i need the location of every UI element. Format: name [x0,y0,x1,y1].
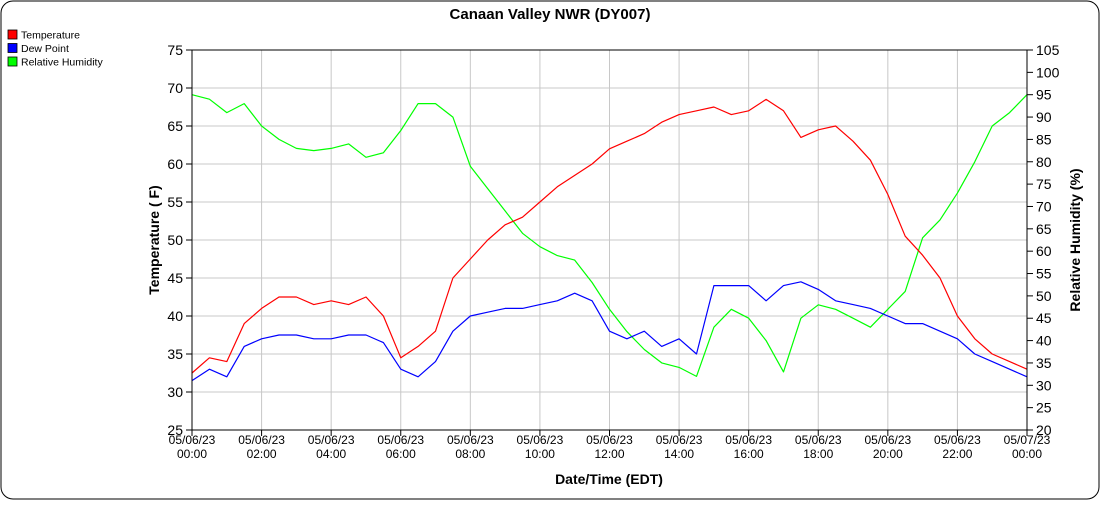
y-tick-label: 25 [167,422,183,438]
y-tick-label: 35 [167,346,183,362]
x-tick-time: 14:00 [664,447,694,461]
legend-swatch-1 [7,43,18,53]
x-tick-time: 20:00 [873,447,903,461]
x-axis-label: Date/Time (EDT) [555,471,663,487]
x-tick-time: 16:00 [734,447,764,461]
x-tick-date: 05/06/23 [725,433,772,447]
chart-title: Canaan Valley NWR (DY007) [450,6,651,23]
y2-tick-label: 60 [1036,243,1052,259]
y-tick-label: 75 [167,42,183,58]
y2-tick-label: 20 [1036,422,1052,438]
legend-swatch-2 [7,56,18,67]
plot-frame [191,49,1028,431]
x-tick-date: 05/06/23 [934,433,981,447]
x-tick-date: 05/06/23 [238,433,285,447]
x-tick-time: 18:00 [803,447,833,461]
y-tick-label: 30 [167,384,183,400]
y2-tick-label: 70 [1036,198,1052,214]
y2-tick-label: 75 [1036,176,1052,192]
y2-tick-label: 80 [1036,154,1052,170]
legend-label-0: Temperature [21,30,80,42]
x-tick-date: 05/06/23 [517,433,564,447]
y-tick-label: 55 [167,194,183,210]
y2-tick-label: 90 [1036,109,1052,125]
legend-swatch-0 [7,29,18,40]
legend-label-2: Relative Humidity [21,57,103,69]
y2-tick-label: 55 [1036,266,1052,282]
y-tick-label: 70 [167,80,183,96]
y-axis-label: Temperature ( F) [146,185,162,294]
legend-label-1: Dew Point [21,43,69,55]
y-tick-label: 45 [167,270,183,286]
y2-tick-label: 35 [1036,355,1052,371]
y-tick-label: 65 [167,118,183,134]
x-tick-time: 12:00 [594,447,624,461]
y2-tick-label: 30 [1036,377,1052,393]
series-layer [191,94,1028,382]
y2-tick-label: 65 [1036,221,1052,237]
y2-tick-label: 45 [1036,310,1052,326]
axes: 25 30 35 40 45 50 55 60 65 70 75 20 25 30 35 40 45 50 55 60… [167,42,1059,461]
x-tick-date: 05/06/23 [169,433,216,447]
y2-axis-label: Relative Humidity (%) [1067,168,1083,311]
y-tick-label: 60 [167,156,183,172]
y-tick-label: 50 [167,232,183,248]
x-tick-time: 04:00 [316,447,346,461]
y2-tick-label: 95 [1036,87,1052,103]
x-tick-time: 02:00 [247,447,277,461]
y-tick-label: 40 [167,308,183,324]
y2-tick-label: 105 [1036,42,1060,58]
y2-tick-label: 100 [1036,64,1060,80]
x-tick-time: 08:00 [455,447,485,461]
series-line-temperature [191,98,1028,374]
series-line-relative-humidity [191,94,1028,377]
x-tick-date: 05/07/23 [1004,433,1051,447]
x-tick-date: 05/06/23 [447,433,494,447]
y2-tick-label: 50 [1036,288,1052,304]
x-tick-time: 22:00 [942,447,972,461]
x-tick-time: 00:00 [1012,447,1042,461]
y2-tick-label: 40 [1036,333,1052,349]
x-tick-date: 05/06/23 [795,433,842,447]
x-tick-date: 05/06/23 [308,433,355,447]
x-tick-date: 05/06/23 [586,433,633,447]
y2-tick-label: 25 [1036,400,1052,416]
x-tick-time: 00:00 [177,447,207,461]
y2-tick-label: 85 [1036,131,1052,147]
x-tick-date: 05/06/23 [377,433,424,447]
series-line-dew-point [191,281,1028,382]
x-tick-time: 06:00 [386,447,416,461]
x-tick-date: 05/06/23 [656,433,703,447]
x-tick-date: 05/06/23 [864,433,911,447]
x-tick-time: 10:00 [525,447,555,461]
